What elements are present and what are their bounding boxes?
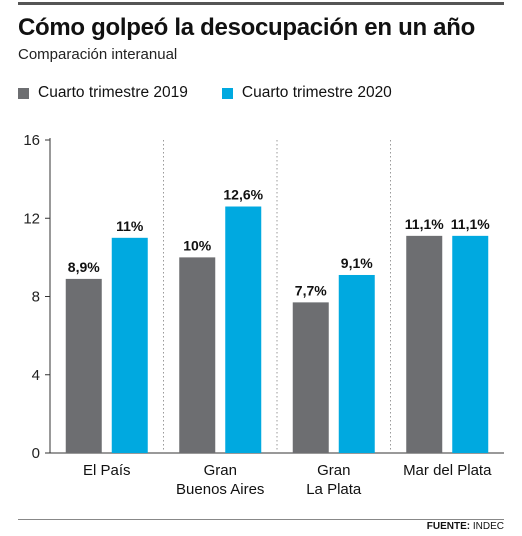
chart-title: Cómo golpeó la desocupación en un año xyxy=(18,14,475,41)
legend-label-2019: Cuarto trimestre 2019 xyxy=(38,84,188,101)
top-rule xyxy=(18,2,504,5)
y-tick-label: 0 xyxy=(32,445,40,462)
bar-value-label: 10% xyxy=(183,237,212,253)
legend-item-2020: Cuarto trimestre 2020 xyxy=(221,84,392,102)
bar-2019 xyxy=(406,235,443,453)
y-tick-label: 12 xyxy=(23,210,40,227)
source-value: INDEC xyxy=(472,521,504,532)
footer-rule xyxy=(18,519,504,520)
bar-2019 xyxy=(65,278,102,453)
bar-value-label: 9,1% xyxy=(341,255,373,271)
source-note: FUENTE: INDEC xyxy=(427,521,504,532)
x-category-label: Mar del Plata xyxy=(403,462,492,479)
bar-value-label: 11% xyxy=(116,218,144,234)
legend-swatch-2020 xyxy=(221,87,233,99)
x-category-label: Gran xyxy=(204,462,237,479)
source-label: FUENTE: xyxy=(426,521,471,532)
bar-2020 xyxy=(452,235,489,453)
x-category-label: El País xyxy=(83,462,131,479)
bar-value-label: 11,1% xyxy=(405,216,444,232)
legend-label-2020: Cuarto trimestre 2020 xyxy=(241,84,392,101)
legend-item-2019: Cuarto trimestre 2019 xyxy=(18,84,188,102)
y-tick-label: 16 xyxy=(23,132,40,149)
bar-value-label: 7,7% xyxy=(295,282,327,298)
bar-2020 xyxy=(338,274,375,453)
bar-2020 xyxy=(111,237,148,453)
bar-value-label: 8,9% xyxy=(68,259,100,275)
bar-value-label: 11,1% xyxy=(451,216,490,232)
bar-2019 xyxy=(179,257,216,453)
bar-2020 xyxy=(225,206,262,453)
x-category-label: Buenos Aires xyxy=(176,481,264,498)
x-category-label: La Plata xyxy=(306,481,362,498)
legend-swatch-2019 xyxy=(18,87,29,99)
chart-subtitle: Comparación interanual xyxy=(18,46,178,63)
bar-2019 xyxy=(292,302,329,453)
x-category-label: Gran xyxy=(317,462,350,479)
bar-value-label: 12,6% xyxy=(223,187,263,203)
y-tick-label: 8 xyxy=(32,289,40,306)
y-tick-label: 4 xyxy=(32,367,40,384)
legend: Cuarto trimestre 2019 Cuarto trimestre 2… xyxy=(18,84,426,102)
